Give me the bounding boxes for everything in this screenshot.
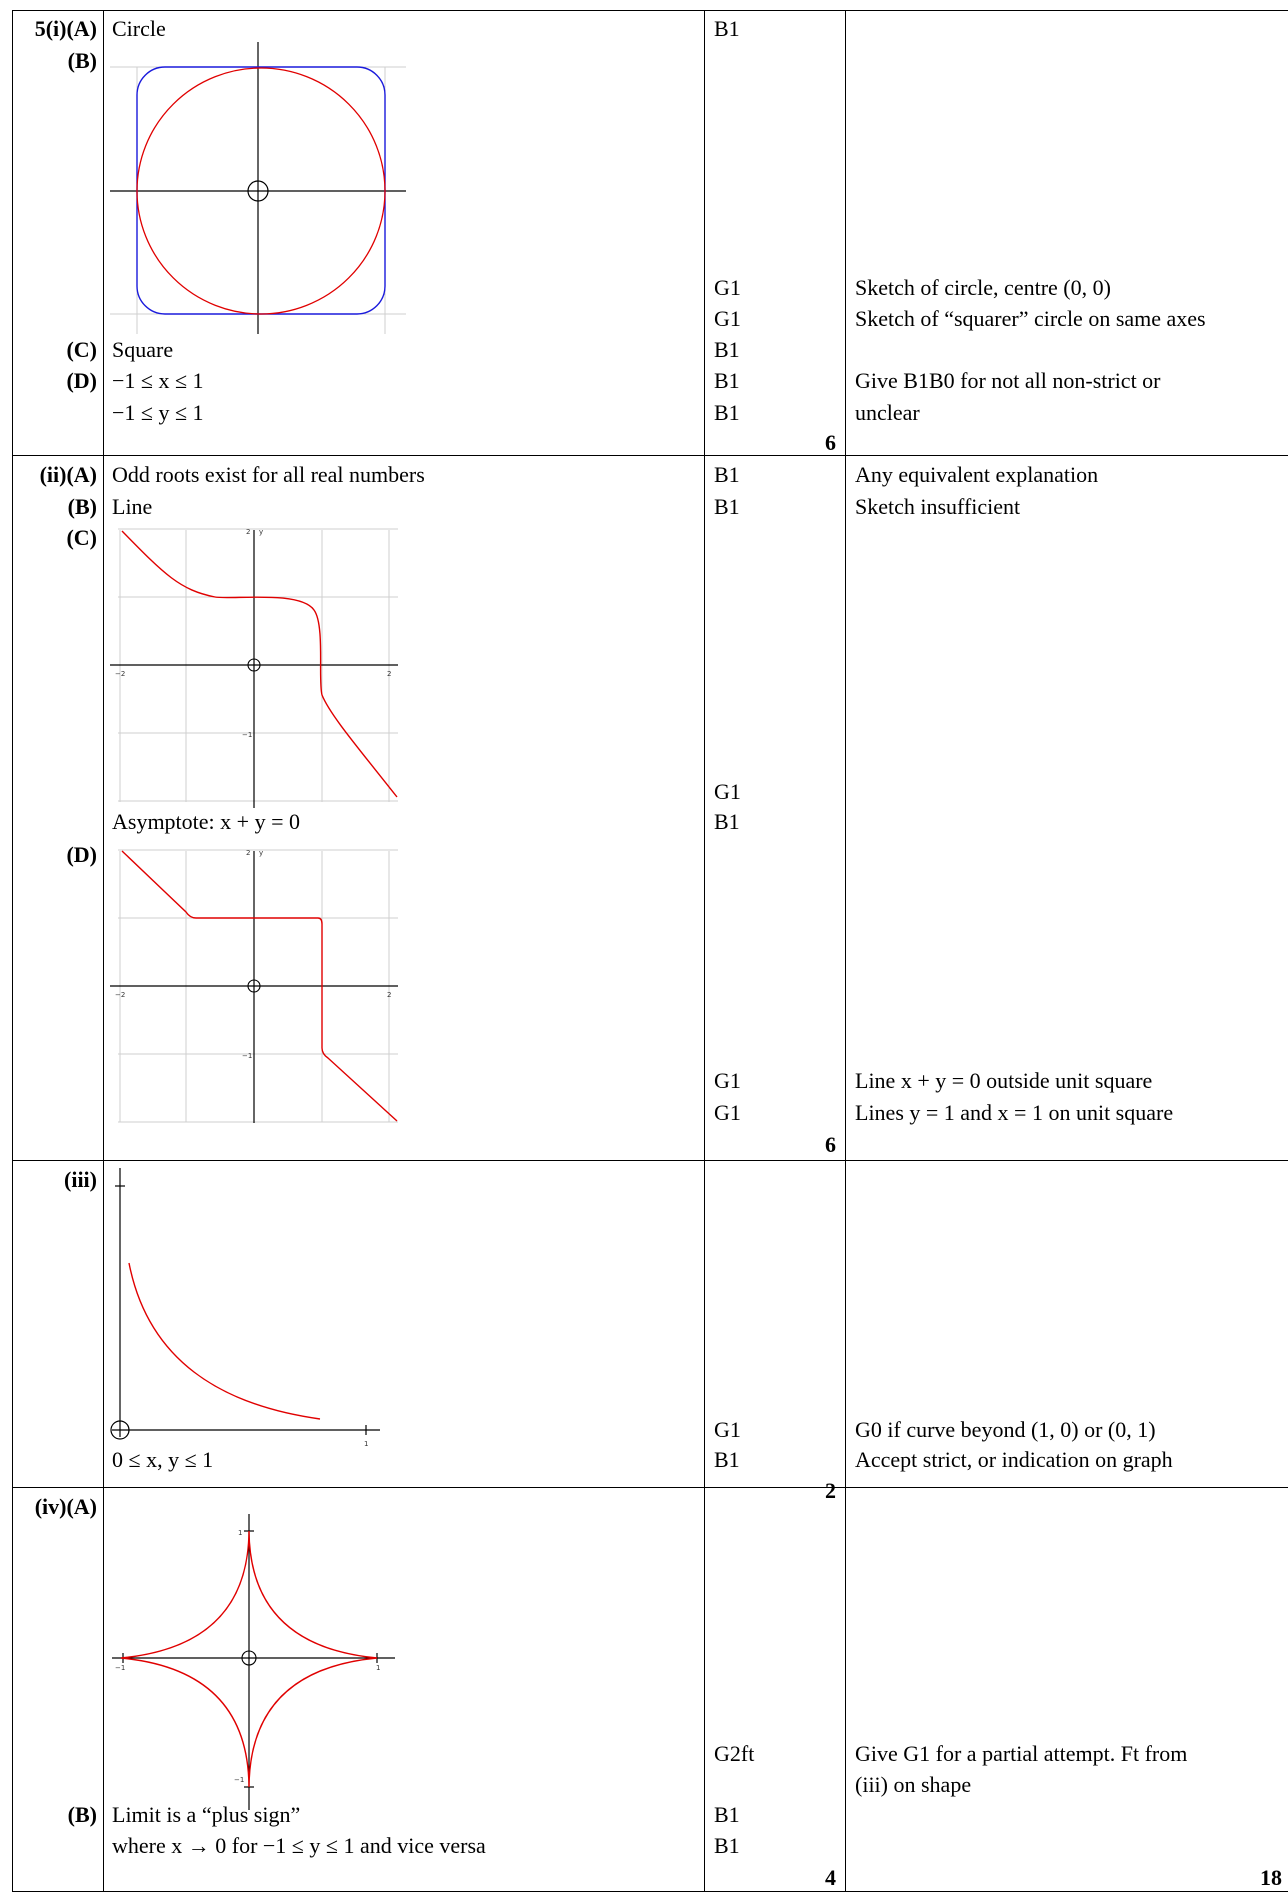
q5ii-b-label: (B): [67, 494, 97, 519]
answer-circle: Circle: [112, 16, 166, 41]
answer-odd-roots: Odd roots exist for all real numbers: [112, 462, 425, 487]
curve-d: [121, 850, 398, 1122]
section-total: 4: [825, 1865, 836, 1890]
tick-label: 2: [246, 849, 250, 857]
answer-y-range: −1 ≤ y ≤ 1: [112, 400, 204, 425]
tick-label: −1: [242, 1052, 252, 1060]
mark: B1: [714, 809, 740, 834]
mark: B1: [714, 462, 740, 487]
q5ii-a-label: (ii)(A): [39, 462, 97, 487]
tick-label: −2: [115, 991, 125, 999]
tick-label: −2: [115, 670, 125, 678]
tick-label: 2: [387, 991, 391, 999]
grand-total: 18: [1260, 1865, 1282, 1890]
note: Accept strict, or indication on graph: [855, 1447, 1173, 1472]
answer-line: Line: [112, 494, 153, 519]
note: Sketch of circle, centre (0, 0): [855, 275, 1111, 300]
q5i-c-label: (C): [66, 337, 97, 362]
mark: G1: [714, 1068, 741, 1093]
mark: G1: [714, 779, 741, 804]
note: Sketch insufficient: [855, 494, 1021, 519]
note: unclear: [855, 400, 920, 425]
mark: G1: [714, 1417, 741, 1442]
astroid-graph: 1 −1 −1 1: [112, 1514, 395, 1810]
tick-label: 1: [376, 1664, 380, 1672]
mark: B1: [714, 494, 740, 519]
q5iii-label: (iii): [64, 1167, 97, 1192]
note: Lines y = 1 and x = 1 on unit square: [855, 1100, 1174, 1125]
note: G0 if curve beyond (1, 0) or (0, 1): [855, 1417, 1156, 1442]
mark: B1: [714, 1833, 740, 1858]
circle-curve: [136, 67, 386, 315]
answer-range: 0 ≤ x, y ≤ 1: [112, 1447, 214, 1472]
tick-label: 1: [364, 1440, 368, 1448]
curve-iii: [128, 1262, 321, 1420]
limit-graph-d: 2 y −2 2 −1: [110, 849, 398, 1123]
tick-label: 2: [387, 670, 391, 678]
note: Sketch of “squarer” circle on same axes: [855, 306, 1206, 331]
q5i-b-label: (B): [67, 48, 97, 73]
q5i-d-label: (D): [66, 368, 97, 393]
answer-plus-sign: Limit is a “plus sign”: [112, 1802, 301, 1827]
tick-label: −1: [115, 1664, 125, 1672]
q5iv-b-label: (B): [67, 1802, 97, 1827]
section-total: 2: [825, 1478, 836, 1503]
tick-label: 1: [238, 1529, 242, 1537]
answer-x-range: −1 ≤ x ≤ 1: [112, 368, 204, 393]
tick-label: −1: [234, 1776, 244, 1784]
tick-label: 2: [246, 528, 250, 536]
note: Any equivalent explanation: [855, 462, 1099, 487]
asymptote-text: Asymptote: x + y = 0: [112, 809, 300, 834]
q5ii-c-label: (C): [66, 525, 97, 550]
circle-superellipse-graph: [110, 42, 406, 334]
curve-graph-c: 2 y −2 2 −1: [110, 528, 398, 808]
note: Give B1B0 for not all non-strict or: [855, 368, 1161, 393]
mark: G1: [714, 275, 741, 300]
answer-plus-explanation: where x → 0 for −1 ≤ y ≤ 1 and vice vers…: [112, 1833, 486, 1858]
mark: B1: [714, 16, 740, 41]
note: Give G1 for a partial attempt. Ft from: [855, 1741, 1188, 1766]
mark: B1: [714, 400, 740, 425]
mark: B1: [714, 1447, 740, 1472]
answer-square: Square: [112, 337, 174, 362]
tick-label: y: [259, 528, 263, 536]
section-total: 6: [825, 430, 836, 455]
tick-label: −1: [242, 731, 252, 739]
curve-c: [121, 530, 398, 798]
mark: B1: [714, 1802, 740, 1827]
note: (iii) on shape: [855, 1772, 972, 1797]
q5i-a-label: 5(i)(A): [34, 16, 97, 41]
q5iv-a-label: (iv)(A): [34, 1494, 97, 1519]
mark: B1: [714, 337, 740, 362]
note: Line x + y = 0 outside unit square: [855, 1068, 1153, 1093]
q5ii-d-label: (D): [66, 842, 97, 867]
mark: G1: [714, 1100, 741, 1125]
mark: G2ft: [714, 1741, 755, 1766]
section-total: 6: [825, 1132, 836, 1157]
mark: G1: [714, 306, 741, 331]
tick-label: y: [259, 849, 263, 857]
astroid-curve: [120, 1530, 378, 1788]
quarter-curve-graph: 1: [110, 1168, 380, 1448]
mark: B1: [714, 368, 740, 393]
